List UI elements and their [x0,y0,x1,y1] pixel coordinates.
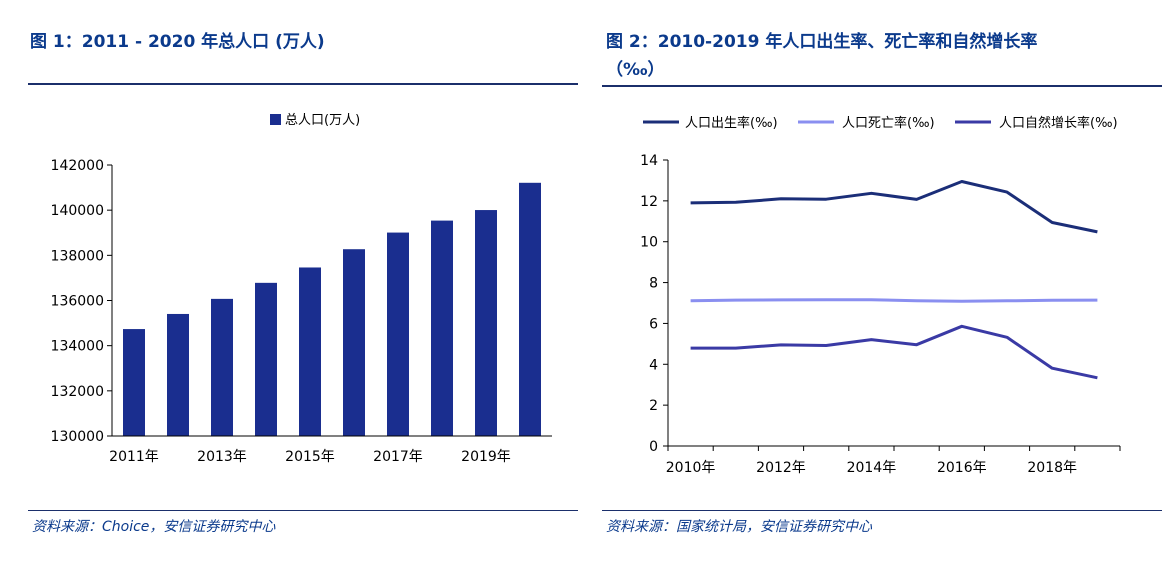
birth-death-growth-line-chart: 人口出生率(‰) 人口死亡率(‰) 人口自然增长率(‰) 0 2 4 6 8 10 12 14 201… [640,115,1121,476]
figure-1-source: 资料来源：Choice，安信证券研究中心 [32,519,276,535]
figure-2-title: 图 2：2010-2019 年人口出生率、死亡率和自然增长率 （‰） [606,28,1037,84]
legend-label-total-population: 总人口(万人) [285,113,360,128]
bar-2018年 [431,220,453,436]
y-tick-label: 2 [649,398,658,414]
x-tick-label: 2015年 [285,449,335,465]
series-line-2 [690,298,1098,303]
y-tick-label: 140000 [51,203,104,219]
x-tick-label: 2017年 [373,449,423,465]
figure-2-top-rule [602,85,1162,87]
y-tick-label: 8 [649,276,658,292]
legend-label-2: 人口死亡率(‰) [842,115,935,131]
x-tick-label: 2012年 [756,460,806,476]
y-tick-label: 138000 [51,248,104,264]
y-tick-label: 134000 [51,339,104,355]
figure-1-title: 图 1：2011 - 2020 年总人口 (万人) [30,32,325,52]
x-tick-label: 2010年 [666,460,716,476]
figure-2-source: 资料来源：国家统计局，安信证券研究中心 [606,519,872,535]
figure-1-bottom-rule [28,510,578,511]
y-tick-label: 14 [640,153,658,169]
bar-2011年 [123,329,145,436]
bar-2016年 [343,249,365,436]
figure-2-title-line2: （‰） [606,60,665,80]
bar-2017年 [387,232,409,436]
bar-2012年 [167,313,189,436]
x-tick-label: 2016年 [937,460,987,476]
figure-2-panel: 图 2：2010-2019 年人口出生率、死亡率和自然增长率 （‰） 人口出生率… [598,0,1175,578]
y-tick-label: 10 [640,235,658,251]
legend-label-3: 人口自然增长率(‰) [999,115,1118,131]
y-tick-label: 4 [649,357,658,373]
x-tick-label: 2013年 [197,449,247,465]
y-tick-label: 12 [640,194,658,210]
x-tick-label: 2018年 [1027,460,1077,476]
y-tick-label: 142000 [51,158,104,174]
bar-2019年 [475,210,497,436]
y-tick-label: 0 [649,439,658,455]
x-tick-label: 2011年 [109,449,159,465]
y-tick-label: 130000 [51,429,104,445]
figure-2-bottom-rule [602,510,1162,511]
figure-2-title-line1: 图 2：2010-2019 年人口出生率、死亡率和自然增长率 [606,32,1038,52]
series-line-3 [690,324,1098,380]
series-line-1 [690,180,1098,234]
bar-2020年 [519,182,541,436]
bar-2015年 [299,267,321,436]
bar-2014年 [255,282,277,436]
figure-1-top-rule [28,83,578,85]
x-tick-label: 2019年 [461,449,511,465]
legend-swatch-total-population [270,114,281,125]
y-tick-label: 6 [649,316,658,332]
y-tick-label: 136000 [51,294,104,310]
figure-1-panel: 图 1：2011 - 2020 年总人口 (万人) 总人口(万人) 130000 1… [28,32,578,535]
legend-label-1: 人口出生率(‰) [685,115,778,131]
x-tick-label: 2014年 [847,460,897,476]
total-population-bar-chart: 总人口(万人) 130000 132000 134000 136000 138000 140… [51,113,552,465]
y-tick-label: 132000 [51,384,104,400]
bar-2013年 [211,298,233,436]
